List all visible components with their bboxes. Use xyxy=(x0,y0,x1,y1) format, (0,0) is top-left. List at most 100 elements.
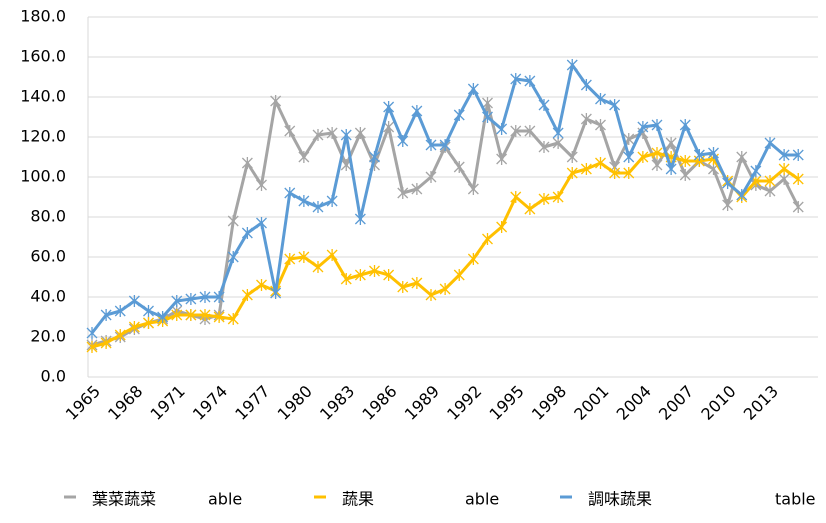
marker xyxy=(467,83,479,95)
y-tick-label: 60.0 xyxy=(30,247,66,266)
marker xyxy=(722,177,734,189)
marker xyxy=(552,191,564,203)
marker xyxy=(171,295,183,307)
marker xyxy=(679,169,691,181)
x-tick-label: 1965 xyxy=(62,382,104,424)
marker xyxy=(326,127,338,139)
marker xyxy=(651,147,663,159)
x-tick-label: 2010 xyxy=(697,382,739,424)
marker xyxy=(340,129,352,141)
x-tick-label: 2013 xyxy=(740,382,782,424)
marker xyxy=(792,201,804,213)
marker xyxy=(538,99,550,111)
marker xyxy=(256,217,267,229)
x-tick-label: 1992 xyxy=(443,382,485,424)
marker xyxy=(764,137,776,149)
marker xyxy=(227,313,239,325)
marker xyxy=(510,73,522,85)
marker xyxy=(383,269,395,281)
marker xyxy=(411,277,423,289)
marker xyxy=(397,135,409,147)
y-tick-label: 160.0 xyxy=(20,47,66,66)
marker xyxy=(298,195,310,207)
x-tick-label: 1968 xyxy=(104,382,146,424)
marker xyxy=(340,273,352,285)
marker xyxy=(595,157,606,169)
marker xyxy=(397,281,409,293)
y-tick-label: 120.0 xyxy=(20,127,66,146)
marker xyxy=(580,163,592,175)
x-tick-label: 1983 xyxy=(316,382,358,424)
marker xyxy=(482,111,493,123)
marker xyxy=(651,119,663,131)
marker xyxy=(354,213,366,225)
marker xyxy=(637,121,649,133)
marker xyxy=(114,329,126,341)
marker xyxy=(623,151,635,163)
y-tick-label: 40.0 xyxy=(30,287,66,306)
marker xyxy=(665,163,677,175)
marker xyxy=(326,195,338,207)
legend-artifact: table xyxy=(775,490,816,509)
x-tick-label: 1986 xyxy=(358,382,400,424)
marker xyxy=(354,127,366,139)
y-tick-label: 20.0 xyxy=(30,327,66,346)
marker xyxy=(185,293,197,305)
marker xyxy=(722,199,734,211)
marker xyxy=(764,175,776,187)
marker xyxy=(524,203,536,215)
marker xyxy=(213,291,225,303)
marker xyxy=(369,265,380,277)
marker xyxy=(750,165,762,177)
marker xyxy=(312,129,324,141)
y-tick-label: 100.0 xyxy=(20,167,66,186)
x-tick-label: 2004 xyxy=(613,382,655,424)
marker xyxy=(482,233,493,245)
series xyxy=(86,59,804,339)
marker xyxy=(651,159,663,171)
marker xyxy=(171,309,183,321)
marker xyxy=(595,93,606,105)
legend-label: 調味蔬果 xyxy=(588,490,652,509)
marker xyxy=(128,321,140,333)
legend-label: 葉菜蔬菜 xyxy=(92,490,156,509)
marker xyxy=(270,287,282,299)
marker xyxy=(241,289,253,301)
marker xyxy=(566,151,578,163)
marker xyxy=(241,157,253,169)
marker xyxy=(227,251,239,263)
marker xyxy=(312,261,324,273)
marker xyxy=(453,109,465,121)
marker xyxy=(552,127,564,139)
marker xyxy=(538,141,550,153)
marker xyxy=(425,139,437,151)
marker xyxy=(199,309,211,321)
marker xyxy=(580,113,592,125)
marker xyxy=(467,253,479,265)
y-tick-label: 180.0 xyxy=(20,7,66,26)
marker xyxy=(792,173,804,185)
marker xyxy=(199,291,211,303)
marker xyxy=(185,309,197,321)
marker xyxy=(157,311,169,323)
marker xyxy=(609,99,621,111)
marker xyxy=(143,305,154,317)
legend-artifact: able xyxy=(465,490,499,509)
marker xyxy=(595,119,606,131)
marker xyxy=(256,179,267,191)
marker xyxy=(298,251,310,263)
marker xyxy=(736,189,748,201)
marker xyxy=(241,227,253,239)
marker xyxy=(510,125,522,137)
marker xyxy=(326,249,338,261)
marker xyxy=(693,149,705,161)
marker xyxy=(213,311,225,323)
marker xyxy=(298,151,310,163)
marker xyxy=(566,59,578,71)
legend-artifact: able xyxy=(208,490,242,509)
marker xyxy=(792,149,804,161)
x-tick-label: 1980 xyxy=(274,382,316,424)
marker xyxy=(482,97,493,109)
marker xyxy=(439,283,451,295)
